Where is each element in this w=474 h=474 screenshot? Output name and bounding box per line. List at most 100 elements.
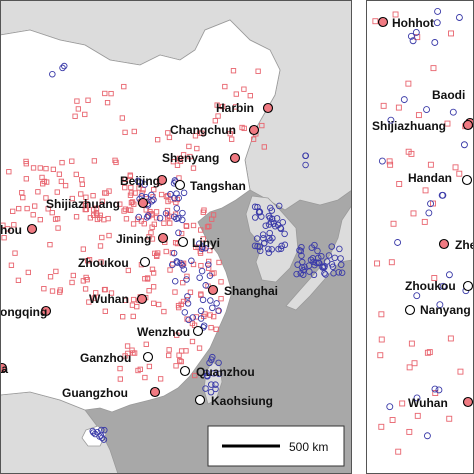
blue-circle-marker [206, 359, 213, 367]
blue-circle-marker [251, 203, 259, 211]
red-square-marker [69, 195, 75, 202]
red-square-marker [122, 176, 129, 182]
red-square-marker [50, 166, 57, 173]
red-square-marker [247, 93, 253, 99]
red-square-marker [102, 90, 108, 97]
blue-circle-marker [98, 434, 106, 442]
red-square-marker [158, 191, 165, 198]
blue-circle-marker [196, 240, 203, 247]
blue-circle-marker [436, 301, 444, 309]
red-square-marker [230, 68, 237, 74]
red-square-marker [131, 128, 137, 135]
red-square-marker [411, 360, 418, 367]
red-square-marker [58, 178, 65, 185]
red-square-marker [94, 216, 101, 223]
city-label-shijiazhuang: Shijiazhuang [372, 119, 446, 133]
red-square-marker [91, 158, 98, 164]
red-square-marker [430, 65, 437, 72]
blue-circle-marker [305, 262, 313, 269]
blue-circle-marker [181, 309, 189, 316]
city-marker-shenyang [229, 152, 241, 164]
red-square-marker [149, 266, 156, 272]
red-square-marker [75, 106, 81, 112]
red-square-marker [98, 259, 104, 265]
blue-circle-marker [94, 428, 101, 436]
red-square-marker [212, 118, 218, 124]
red-square-marker [405, 80, 412, 87]
red-square-marker [130, 296, 137, 303]
blue-circle-marker [215, 307, 222, 314]
red-square-marker [24, 205, 30, 212]
red-square-marker [151, 300, 157, 306]
blue-circle-marker [212, 381, 219, 388]
red-square-marker [378, 311, 385, 318]
city-marker-handan [461, 174, 473, 186]
red-square-marker [233, 91, 239, 97]
blue-circle-marker [184, 300, 192, 307]
blue-circle-marker [316, 259, 323, 267]
red-square-marker [392, 11, 399, 18]
red-square-marker [198, 227, 204, 233]
blue-circle-marker [321, 270, 328, 277]
city-label-ongqing: ongqing [0, 305, 47, 319]
red-square-marker [250, 136, 257, 142]
blue-circle-marker [49, 70, 56, 78]
blue-circle-marker [455, 14, 463, 21]
city-label-jining: Jining [116, 232, 151, 246]
red-square-marker [151, 186, 157, 193]
city-label-baodi: Baodi [432, 88, 465, 102]
red-square-marker [108, 290, 115, 296]
blue-circle-marker [259, 231, 267, 238]
blue-circle-marker [170, 249, 178, 257]
blue-circle-marker [445, 271, 453, 279]
city-label-changchun: Changchun [170, 123, 236, 137]
city-marker-linyi [177, 236, 189, 248]
red-square-marker [184, 273, 190, 280]
red-square-marker [193, 244, 199, 250]
red-square-marker [184, 297, 190, 303]
city-label-hou: hou [0, 223, 22, 237]
inset-background [366, 0, 474, 474]
blue-circle-marker [335, 269, 342, 276]
city-marker-na [0, 362, 8, 374]
city-label-kaohsiung: Kaohsiung [211, 394, 273, 408]
red-square-marker [47, 242, 53, 248]
blue-circle-marker [197, 307, 205, 315]
red-square-marker [104, 99, 111, 106]
red-square-marker [170, 159, 177, 165]
blue-circle-marker [394, 239, 402, 246]
blue-circle-marker [100, 436, 108, 443]
blue-circle-marker [162, 210, 170, 217]
blue-circle-marker [202, 282, 209, 289]
blue-circle-marker [141, 181, 148, 188]
red-square-marker [187, 289, 194, 295]
red-square-marker [187, 153, 193, 160]
blue-circle-marker [202, 385, 209, 392]
blue-circle-marker [302, 152, 309, 160]
blue-circle-marker [434, 8, 442, 15]
red-square-marker [426, 349, 433, 356]
red-square-marker [70, 272, 76, 279]
red-square-marker [139, 190, 145, 196]
city-marker-wuhan [136, 293, 148, 305]
blue-circle-marker [167, 190, 174, 198]
red-square-marker [122, 129, 128, 136]
red-square-marker [211, 313, 217, 320]
blue-circle-marker [175, 229, 182, 237]
city-marker-ganzhou [142, 351, 154, 363]
blue-circle-marker [277, 245, 285, 252]
red-square-marker [202, 311, 208, 317]
blue-circle-marker [179, 262, 186, 269]
blue-circle-marker [205, 261, 212, 268]
red-square-marker [177, 158, 184, 164]
blue-circle-marker [427, 200, 434, 208]
blue-circle-marker [407, 32, 415, 40]
blue-circle-marker [265, 249, 273, 256]
red-square-marker [82, 286, 89, 292]
red-square-marker [53, 268, 59, 275]
red-square-marker [377, 352, 384, 359]
blue-circle-marker [253, 235, 261, 242]
red-square-marker [378, 423, 385, 430]
city-marker-ongqing [40, 305, 52, 317]
blue-circle-marker [171, 213, 178, 220]
